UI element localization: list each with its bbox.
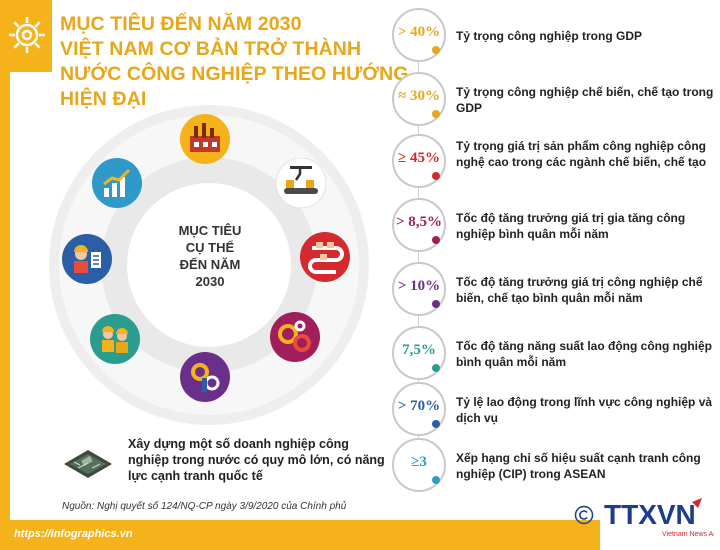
badge-dot [432,172,440,180]
badge-dot [432,110,440,118]
badge-dot [432,300,440,308]
title-line: VIỆT NAM CƠ BẢN TRỞ THÀNH [60,38,362,60]
target-text: Tốc độ tăng trưởng giá trị gia tăng công… [456,211,686,241]
target-badge: > 8,5% [392,198,446,252]
page-title: MỤC TIÊU ĐẾN NĂM 2030 VIỆT NAM CƠ BẢN TR… [60,12,409,112]
target-text: Tốc độ tăng trưởng giá trị công nghiệp c… [456,275,703,305]
chip-board-icon [62,438,114,482]
target-value: ≥ 45% [398,150,440,166]
target-value: > 8,5% [395,214,443,230]
target-badge: ≥ 45% [392,134,446,188]
title-line: MỤC TIÊU ĐẾN NĂM 2030 [60,13,302,35]
target-text: Xếp hạng chỉ số hiệu suất cạnh tranh côn… [456,451,701,481]
worker-checklist-icon [62,234,112,284]
target-row: ≥ 45% Tỷ trọng giá trị sản phẩm công ngh… [390,134,720,194]
target-text: Tỷ trọng giá trị sản phẩm công nghiệp cô… [456,139,707,169]
production-line-icon [300,232,350,282]
target-badge: ≈ 30% [392,72,446,126]
center-line: ĐẾN NĂM [179,257,241,272]
target-badge: > 70% [392,382,446,436]
target-row: > 10% Tốc độ tăng trưởng giá trị công ng… [390,262,720,322]
target-value: > 40% [397,24,441,40]
svg-text:Vietnam News Agency: Vietnam News Agency [662,531,714,538]
badge-dot [432,476,440,484]
center-line: CỤ THỂ [185,240,235,255]
center-line: 2030 [195,274,225,289]
target-badge: > 10% [392,262,446,316]
footer-url[interactable]: https://infographics.vn [14,528,133,540]
badge-dot [432,420,440,428]
target-value: > 70% [397,398,441,414]
badge-dot [432,364,440,372]
engineers-icon [90,314,140,364]
target-row: > 70% Tỷ lệ lao động trong lĩnh vực công… [390,382,720,442]
gear-icon [6,14,48,56]
target-row: 7,5% Tốc độ tăng năng suất lao động công… [390,326,720,386]
target-text: Tỷ trọng công nghiệp chế biến, chế tạo t… [456,85,714,115]
target-row: > 40% Tỷ trọng công nghiệp trong GDP [390,8,720,68]
conveyor-robot-icon [275,157,327,209]
target-value: ≥3 [411,454,427,470]
gears-icon [270,312,320,362]
target-text: Tỷ lệ lao động trong lĩnh vực công nghiệ… [456,395,713,425]
footer-strip [0,520,600,550]
title-line: HIỆN ĐẠI [60,88,147,110]
target-value: > 10% [397,278,441,294]
target-badge: 7,5% [392,326,446,380]
growth-bars-icon [92,158,142,208]
target-row: ≥3 Xếp hạng chỉ số hiệu suất cạnh tranh … [390,438,720,498]
svg-text:TTXVN: TTXVN [604,499,696,530]
copyright-icon [574,505,594,525]
build-text: Xây dựng một số doanh nghiệp công nghiệp… [128,437,385,483]
target-row: ≈ 30% Tỷ trọng công nghiệp chế biến, chế… [390,72,720,132]
title-line: NƯỚC CÔNG NGHIỆP THEO HƯỚNG [60,63,409,85]
source-note: Nguồn: Nghị quyết số 124/NQ-CP ngày 3/9/… [62,501,347,512]
badge-dot [432,46,440,54]
target-value: 7,5% [402,342,436,358]
center-label: MỤC TIÊU CỤ THỂ ĐẾN NĂM 2030 [160,222,260,290]
target-row: > 8,5% Tốc độ tăng trưởng giá trị gia tă… [390,198,720,258]
factory-icon [180,114,230,164]
center-line: MỤC TIÊU [178,223,242,238]
badge-dot [432,236,440,244]
target-badge: > 40% [392,8,446,62]
target-value: ≈ 30% [398,88,440,104]
ttxvn-logo: TTXVN Vietnam News Agency [602,494,720,542]
tech-worker-icon [180,352,230,402]
left-accent-bar [0,72,10,550]
target-badge: ≥3 [392,438,446,492]
target-text: Tốc độ tăng năng suất lao động công nghi… [456,339,712,369]
target-text: Tỷ trọng công nghiệp trong GDP [456,29,642,43]
